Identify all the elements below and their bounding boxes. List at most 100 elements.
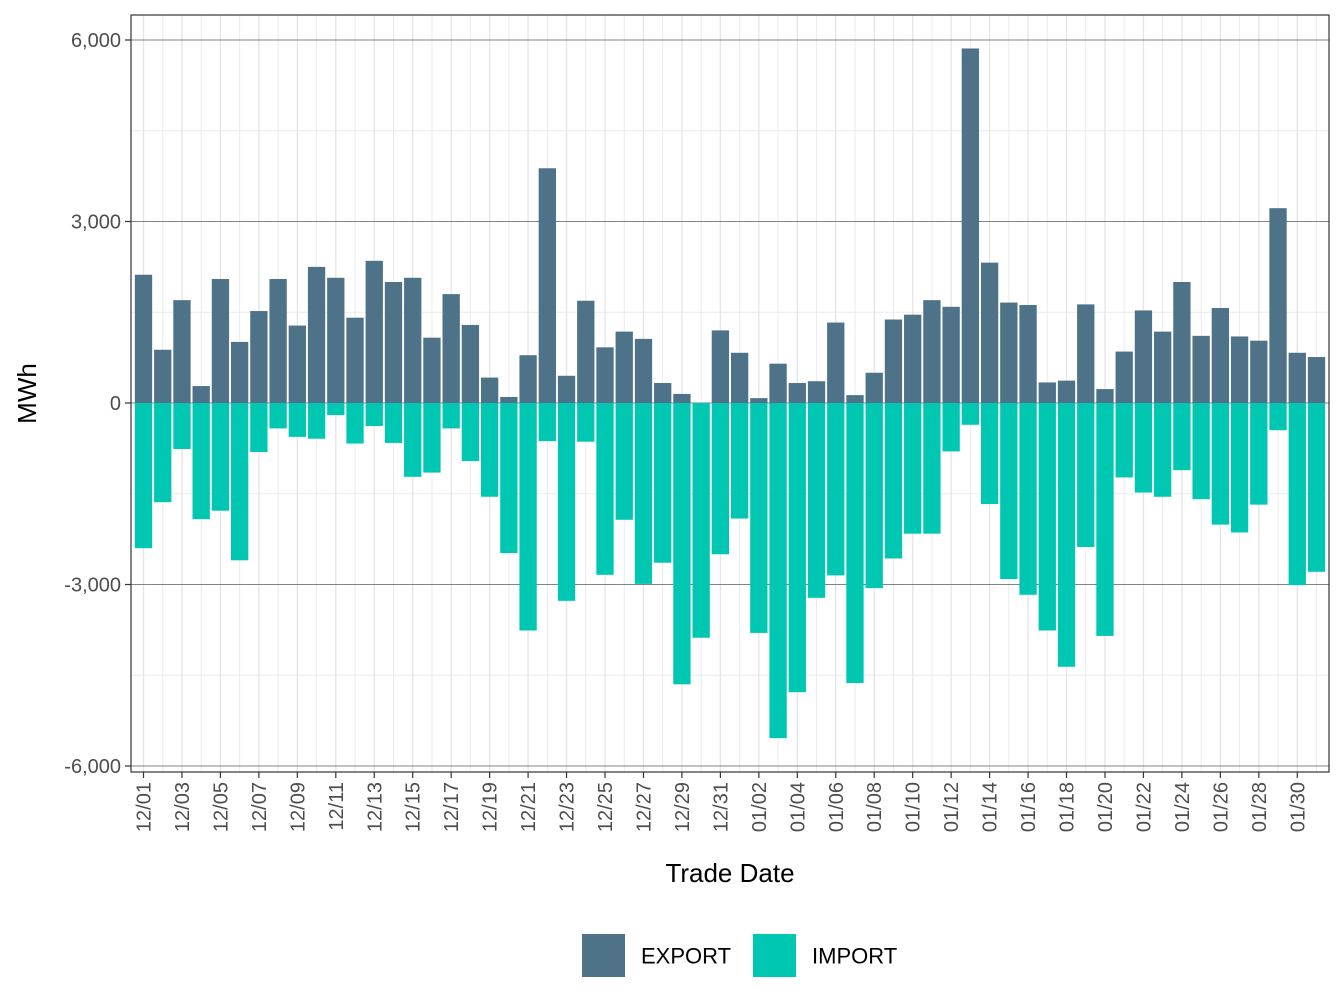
- bar-export-01-18: [1057, 380, 1076, 403]
- bar-export-12-26: [615, 331, 633, 403]
- bar-import-12-14: [384, 403, 403, 443]
- x-tick-label: 12/23: [557, 782, 579, 832]
- bar-export-12-06: [230, 341, 249, 403]
- bar-import-12-01: [134, 403, 153, 549]
- bar-export-01-12: [942, 306, 960, 403]
- bar-import-12-20: [500, 403, 518, 554]
- bar-export-12-16: [423, 337, 441, 403]
- bar-import-01-09: [884, 403, 903, 559]
- bar-export-01-02: [750, 398, 768, 403]
- bar-export-12-18: [461, 324, 480, 403]
- bar-export-01-23: [1154, 331, 1172, 403]
- bar-export-12-21: [519, 355, 537, 403]
- bar-export-12-24: [577, 300, 595, 403]
- bar-export-12-01: [134, 274, 153, 403]
- x-tick-label: 12/27: [633, 782, 655, 832]
- x-axis: 12/01 12/03 12/05 12/07 12/09 12/11 12/13 12/15…: [133, 772, 1309, 832]
- legend-key-export: [582, 934, 625, 977]
- plot-panel: [130, 14, 1330, 773]
- bar-import-01-28: [1250, 403, 1268, 505]
- bar-export-01-15: [1000, 302, 1018, 403]
- x-tick-label: 01/18: [1057, 782, 1079, 832]
- bar-export-01-14: [980, 262, 999, 403]
- bar-export-12-15: [404, 277, 422, 403]
- x-tick-label: 12/25: [595, 782, 617, 832]
- bar-export-01-20: [1096, 389, 1114, 403]
- bar-import-01-16: [1019, 403, 1037, 595]
- bar-import-12-08: [269, 403, 287, 429]
- bar-import-01-13: [961, 403, 980, 425]
- x-tick-label: 01/02: [749, 782, 771, 832]
- bar-import-01-23: [1154, 403, 1172, 497]
- bar-import-12-12: [346, 403, 364, 444]
- bar-export-01-09: [884, 319, 903, 403]
- bar-import-12-29: [673, 403, 691, 685]
- bar-import-01-03: [769, 403, 787, 739]
- bar-import-01-10: [904, 403, 922, 534]
- bar-export-12-27: [634, 338, 653, 403]
- x-tick-label: 01/08: [864, 782, 886, 832]
- bar-import-12-11: [327, 403, 345, 416]
- bar-export-01-06: [827, 322, 845, 403]
- bar-export-12-23: [557, 375, 576, 403]
- bar-export-12-14: [384, 282, 403, 403]
- x-tick-label: 01/10: [903, 782, 925, 832]
- bar-export-01-29: [1269, 208, 1287, 403]
- bar-export-12-02: [154, 349, 172, 403]
- bar-import-01-15: [1000, 403, 1018, 580]
- bar-import-01-08: [865, 403, 883, 589]
- bar-import-12-05: [211, 403, 230, 511]
- bar-export-01-16: [1019, 304, 1037, 403]
- x-tick-label: 01/14: [980, 782, 1002, 832]
- bar-import-12-03: [173, 403, 191, 449]
- bar-import-01-25: [1192, 403, 1210, 500]
- bar-export-01-31: [1307, 357, 1326, 403]
- bar-import-12-26: [615, 403, 633, 520]
- x-tick-label: 12/29: [672, 782, 694, 832]
- bar-import-12-06: [230, 403, 249, 561]
- x-tick-label: 01/06: [826, 782, 848, 832]
- bar-import-12-31: [711, 403, 730, 555]
- x-tick-label: 01/12: [941, 782, 963, 832]
- x-tick-label: 01/24: [1172, 782, 1194, 832]
- bar-import-01-11: [923, 403, 941, 534]
- bar-export-12-07: [250, 311, 268, 403]
- bar-import-01-07: [846, 403, 864, 684]
- bar-export-12-11: [327, 277, 345, 403]
- bar-import-01-26: [1211, 403, 1230, 525]
- bar-import-12-10: [307, 403, 326, 439]
- x-tick-label: 12/31: [710, 782, 732, 832]
- bar-import-12-27: [634, 403, 653, 584]
- x-tick-label: 01/30: [1287, 782, 1309, 832]
- bar-export-01-03: [769, 363, 787, 403]
- bars: [134, 48, 1326, 739]
- bar-import-01-05: [807, 403, 826, 598]
- bar-import-01-01: [730, 403, 749, 519]
- y-tick-label: -6,000: [64, 756, 121, 778]
- x-tick-label: 12/11: [326, 782, 348, 831]
- y-tick-label: -3,000: [64, 575, 121, 597]
- bar-import-01-06: [827, 403, 845, 576]
- x-tick-label: 12/19: [480, 782, 502, 832]
- bar-import-12-04: [192, 403, 210, 520]
- y-axis: -6,000 -3,000 0 3,000 6,000: [64, 30, 131, 778]
- x-tick-label: 12/09: [287, 782, 309, 832]
- bar-export-01-22: [1134, 310, 1153, 403]
- bar-import-12-07: [250, 403, 268, 453]
- bar-export-12-31: [711, 330, 730, 403]
- bar-import-01-02: [750, 403, 768, 633]
- y-tick-label: 6,000: [71, 30, 121, 52]
- bar-export-01-01: [730, 352, 749, 403]
- bar-export-01-10: [904, 314, 922, 403]
- y-tick-label: 3,000: [71, 212, 121, 234]
- x-tick-label: 12/07: [249, 782, 271, 832]
- y-tick-label: 0: [110, 393, 121, 415]
- bar-export-01-26: [1211, 308, 1230, 403]
- bar-import-12-18: [461, 403, 480, 462]
- bar-import-01-12: [942, 403, 960, 452]
- bar-import-01-04: [788, 403, 806, 693]
- legend-label-export: EXPORT: [641, 944, 731, 969]
- panel-border: [130, 14, 1330, 773]
- x-tick-label: 12/15: [403, 782, 425, 832]
